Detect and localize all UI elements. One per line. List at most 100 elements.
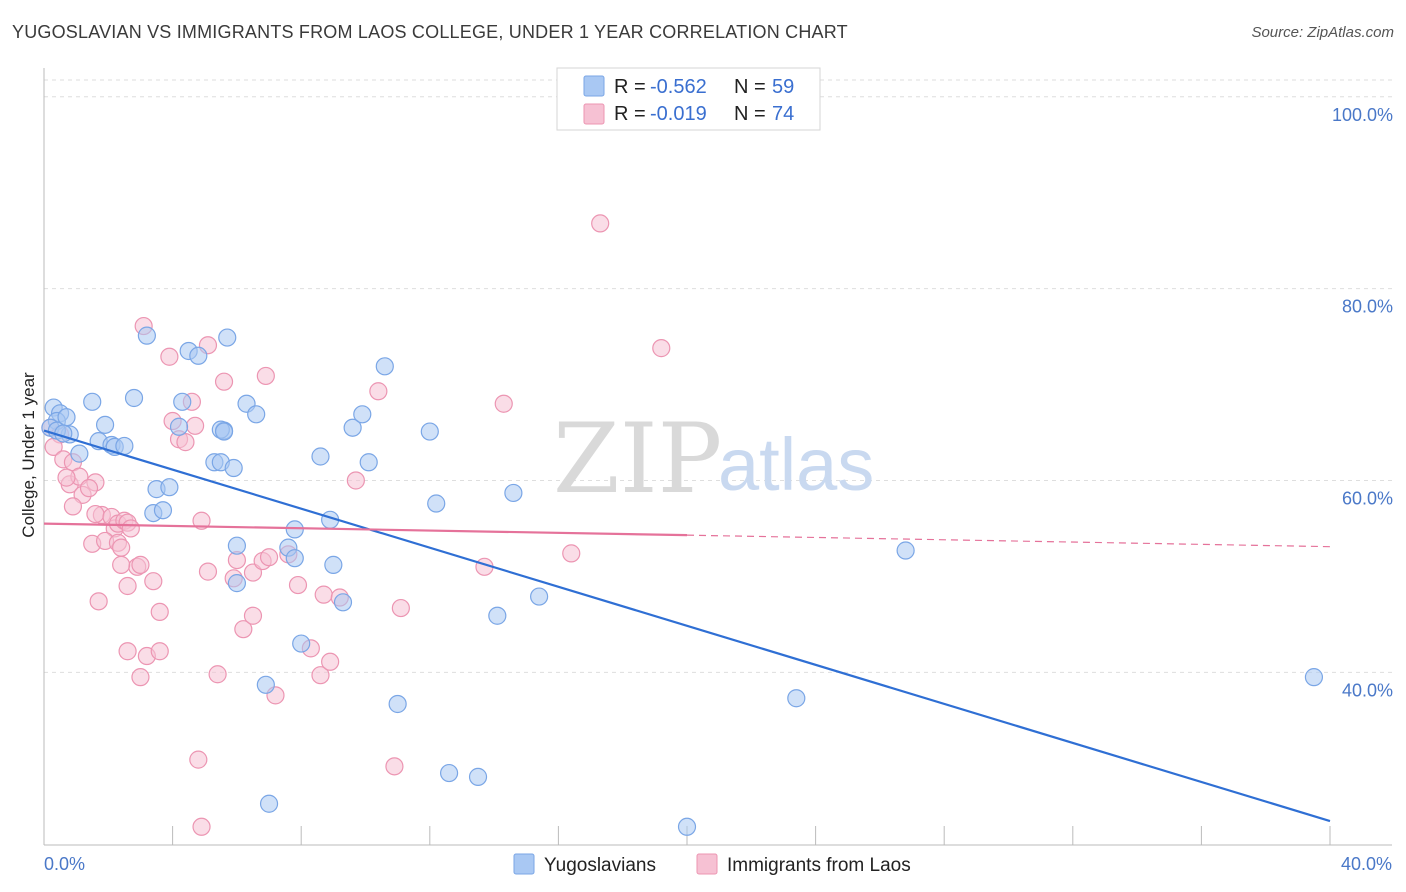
- bottom-legend: Yugoslavians Immigrants from Laos: [513, 853, 911, 876]
- legend-n-value-blue: 59: [772, 76, 794, 98]
- y-tick-label-40: 40.0%: [1342, 680, 1393, 700]
- point-yugoslavian: [224, 458, 243, 478]
- point-laos: [288, 575, 308, 595]
- x-ticks: [172, 826, 1331, 845]
- point-yugoslavian: [468, 767, 488, 786]
- point-laos: [208, 665, 227, 684]
- point-laos: [259, 548, 279, 567]
- point-laos: [652, 339, 671, 358]
- legend-r-value-blue: -0.562: [650, 76, 707, 98]
- legend-n-value-pink: 74: [772, 103, 794, 125]
- point-yugoslavian: [375, 357, 394, 376]
- y-tick-label-80: 80.0%: [1342, 297, 1393, 317]
- point-yugoslavian: [292, 634, 311, 653]
- point-laos: [198, 562, 218, 581]
- point-yugoslavian: [333, 593, 353, 612]
- watermark-zip: ZIP: [553, 403, 722, 515]
- point-yugoslavian: [488, 606, 507, 625]
- bottom-legend-swatch-yugoslavians: [513, 853, 535, 875]
- point-laos: [321, 652, 340, 671]
- point-yugoslavian: [124, 388, 144, 408]
- point-laos: [234, 620, 253, 639]
- watermark-atlas: atlas: [718, 423, 874, 506]
- point-yugoslavian: [115, 436, 134, 456]
- point-yugoslavian: [343, 418, 362, 437]
- series-yugoslavians: [41, 326, 1324, 836]
- point-yugoslavian: [214, 422, 234, 441]
- point-yugoslavian: [896, 541, 915, 560]
- point-laos: [192, 817, 211, 836]
- point-laos: [144, 572, 163, 591]
- y-axis-label: College, Under 1 year: [19, 372, 38, 538]
- point-laos: [186, 416, 205, 435]
- point-yugoslavian: [1304, 668, 1324, 687]
- point-laos: [189, 750, 208, 769]
- axes: [43, 68, 1392, 846]
- point-yugoslavian: [359, 453, 378, 472]
- trend-line-laos-extension: [686, 534, 1331, 548]
- x-tick-label-min: 0.0%: [44, 854, 85, 874]
- point-yugoslavian: [285, 549, 304, 568]
- point-yugoslavian: [227, 536, 246, 555]
- point-laos: [150, 602, 169, 622]
- point-yugoslavian: [227, 574, 246, 593]
- point-yugoslavian: [530, 587, 549, 606]
- watermark: ZIP atlas: [553, 403, 874, 515]
- point-laos: [118, 576, 137, 596]
- point-laos: [112, 538, 131, 557]
- point-laos: [256, 366, 275, 386]
- legend-n-label-pink: N =: [734, 103, 766, 125]
- point-yugoslavian: [218, 328, 237, 347]
- point-yugoslavian: [83, 392, 102, 411]
- point-laos: [369, 382, 388, 401]
- legend-r-label-blue: R =: [614, 76, 646, 98]
- point-yugoslavian: [324, 555, 343, 574]
- point-yugoslavian: [504, 483, 523, 503]
- point-laos: [131, 668, 150, 687]
- legend: R = -0.562 N = 59 R = -0.019 N = 74: [556, 67, 821, 131]
- point-laos: [79, 479, 99, 498]
- point-laos: [57, 468, 76, 487]
- point-yugoslavian: [137, 326, 156, 345]
- chart-title: YUGOSLAVIAN VS IMMIGRANTS FROM LAOS COLL…: [12, 22, 848, 42]
- point-yugoslavian: [153, 501, 173, 520]
- point-laos: [391, 598, 410, 618]
- trend-line-laos: [43, 522, 688, 537]
- chart-source: Source: ZipAtlas.com: [1251, 24, 1394, 41]
- grid-lines: [44, 79, 1392, 673]
- y-tick-label-60: 60.0%: [1342, 488, 1393, 508]
- point-yugoslavian: [439, 763, 459, 783]
- series-immigrants-from-laos: [41, 214, 671, 836]
- point-yugoslavian: [259, 794, 279, 813]
- point-yugoslavian: [173, 392, 192, 411]
- point-yugoslavian: [787, 689, 806, 708]
- point-laos: [160, 347, 179, 366]
- point-laos: [494, 394, 513, 413]
- legend-n-label-blue: N =: [734, 76, 766, 98]
- point-yugoslavian: [169, 417, 189, 436]
- point-laos: [346, 471, 365, 490]
- trend-lines: [43, 429, 1331, 823]
- point-laos: [591, 214, 610, 233]
- legend-swatch-blue: [583, 75, 605, 97]
- point-yugoslavian: [189, 346, 208, 365]
- point-laos: [176, 433, 195, 452]
- point-laos: [314, 585, 333, 604]
- bottom-legend-swatch-laos: [696, 853, 718, 875]
- point-yugoslavian: [95, 415, 115, 434]
- legend-swatch-pink: [583, 103, 605, 125]
- point-laos: [243, 606, 263, 625]
- point-yugoslavian: [388, 694, 407, 714]
- point-yugoslavian: [420, 422, 439, 441]
- point-yugoslavian: [285, 520, 304, 539]
- point-yugoslavian: [311, 447, 330, 466]
- trend-line-yugoslavians: [43, 429, 1331, 823]
- point-laos: [121, 519, 140, 538]
- point-yugoslavian: [427, 494, 446, 513]
- point-laos: [118, 642, 137, 661]
- legend-r-label-pink: R =: [614, 103, 646, 125]
- point-laos: [86, 504, 105, 524]
- point-laos: [214, 372, 234, 391]
- point-laos: [89, 592, 108, 611]
- point-laos: [311, 666, 330, 685]
